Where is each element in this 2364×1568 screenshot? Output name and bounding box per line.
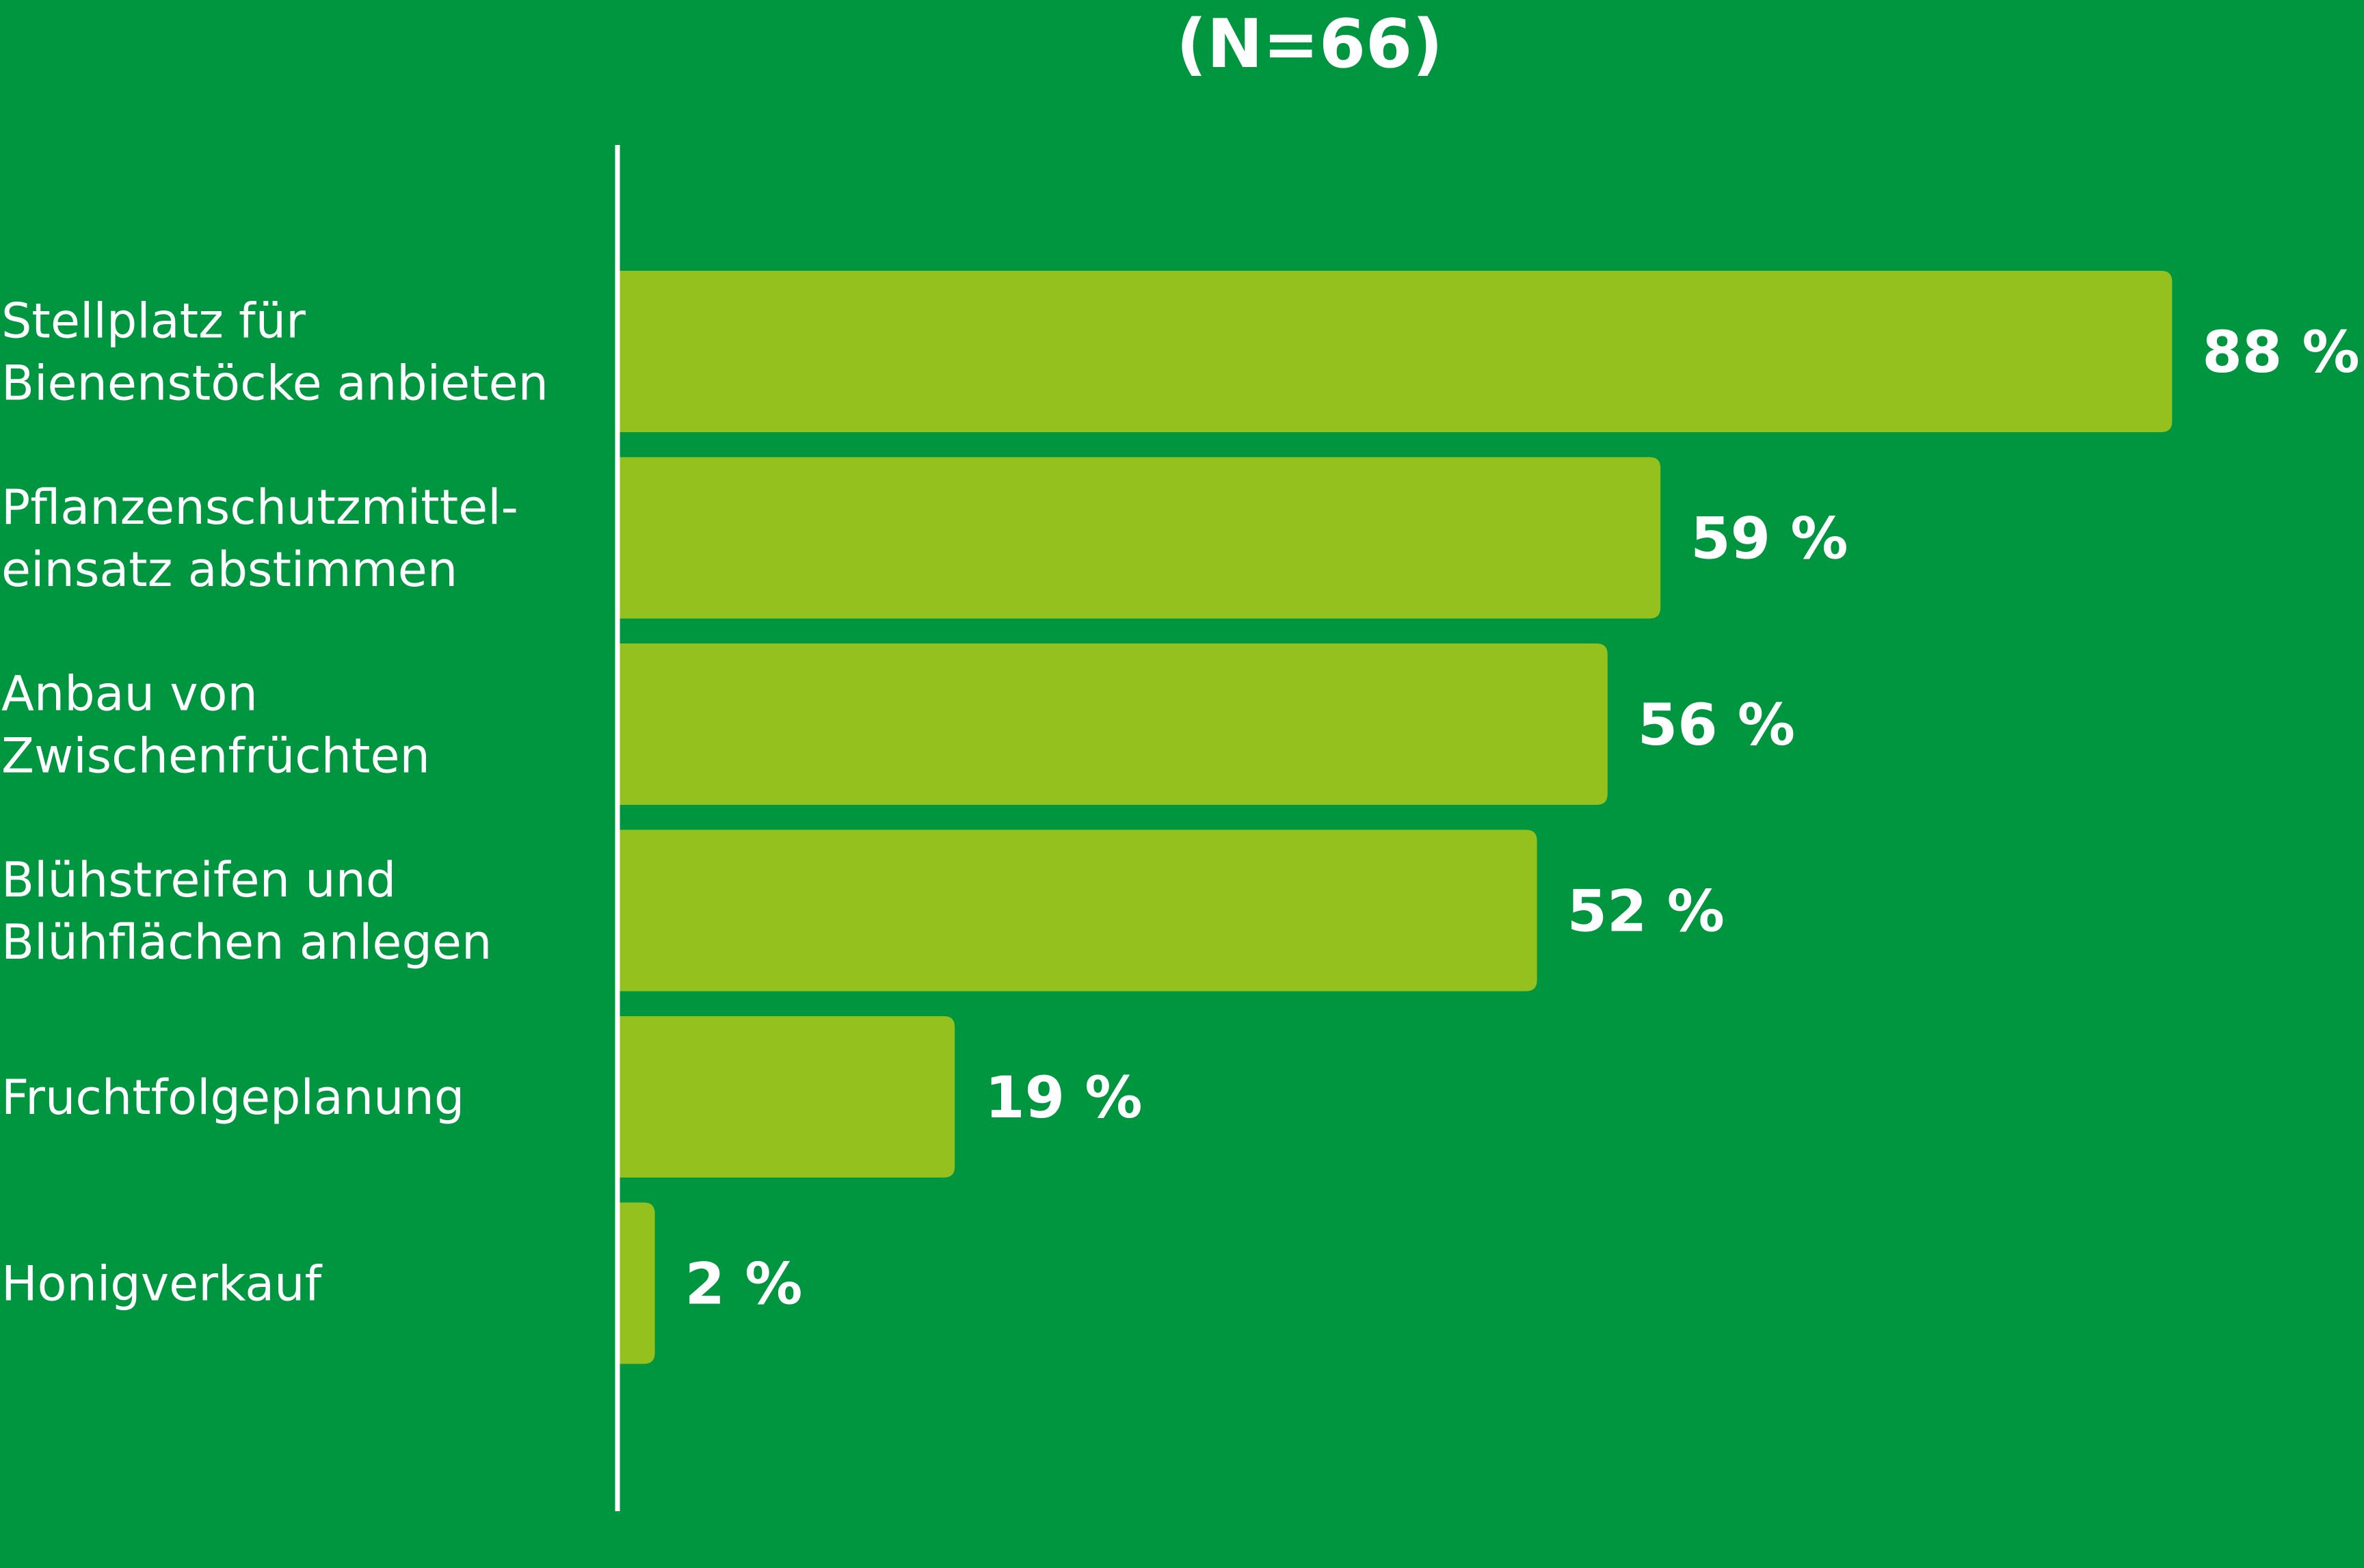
category-label-line: einsatz abstimmen xyxy=(1,542,457,598)
category-label-line: Honigverkauf xyxy=(1,1256,323,1312)
category-label-honigverkauf: Honigverkauf xyxy=(1,1256,323,1312)
value-label-bluehstreifen-und: 52 % xyxy=(1567,878,1725,945)
value-label-honigverkauf: 2 % xyxy=(685,1251,803,1318)
bars-group xyxy=(620,271,2173,1364)
category-label-pflanzenschutzmittel: Pflanzenschutzmittel-einsatz abstimmen xyxy=(1,479,518,598)
value-label-stellplatz-fuer: 88 % xyxy=(2202,319,2359,386)
bar-pflanzenschutzmittel xyxy=(620,457,1661,619)
bar-fruchtfolgeplanung xyxy=(620,1016,955,1178)
category-label-line: Pflanzenschutzmittel- xyxy=(1,479,518,535)
value-label-anbau-von: 56 % xyxy=(1638,691,1795,758)
value-labels-group: 88 % 59 % 56 % 52 % 19 % 2 % xyxy=(685,319,2360,1318)
category-labels-group: Stellplatz für Bienenstöcke anbieten Pflan… xyxy=(1,293,548,1312)
bar-honigverkauf xyxy=(620,1202,655,1364)
value-label-pflanzenschutzmittel: 59 % xyxy=(1690,505,1848,572)
value-label-fruchtfolgeplanung: 19 % xyxy=(985,1064,1142,1131)
category-label-line: Blühflächen anlegen xyxy=(1,914,492,970)
category-label-anbau-von: Anbau von Zwischenfrüchten xyxy=(1,666,430,784)
chart-subtitle: (N=66) xyxy=(1176,5,1443,83)
category-label-bluehstreifen-und: Blühstreifen und Blühflächen anlegen xyxy=(1,852,492,970)
bar-anbau-von xyxy=(620,643,1608,805)
category-label-line: Bienenstöcke anbieten xyxy=(1,356,548,412)
category-label-stellplatz-fuer: Stellplatz für Bienenstöcke anbieten xyxy=(1,293,548,412)
category-label-line: Zwischenfrüchten xyxy=(1,728,430,784)
bar-bluehstreifen-und xyxy=(620,829,1537,992)
category-label-line: Fruchtfolgeplanung xyxy=(1,1069,464,1126)
category-label-line: Blühstreifen und xyxy=(1,852,396,908)
bar-stellplatz-fuer xyxy=(620,271,2173,432)
category-label-fruchtfolgeplanung: Fruchtfolgeplanung xyxy=(1,1069,464,1126)
category-label-line: Anbau von xyxy=(1,666,258,722)
category-label-line: Stellplatz für xyxy=(1,293,306,349)
